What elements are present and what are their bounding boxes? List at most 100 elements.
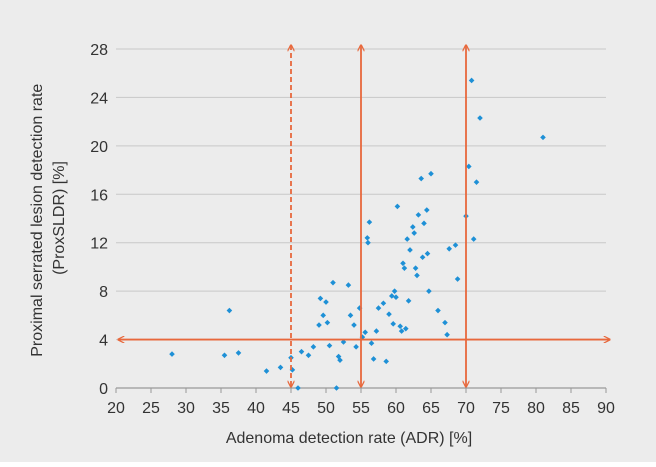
data-point-59 [419,254,426,261]
data-point-77 [540,134,546,141]
y-tick-label-16: 16 [90,187,108,204]
data-point-39 [386,311,392,317]
data-point-52 [407,247,413,253]
x-tick-label-90: 90 [597,400,615,417]
data-point-43 [393,294,399,300]
data-point-60 [421,220,427,227]
x-tick-labels: 20 25 30 35 40 45 50 55 60 65 70 75 80 85 90 [107,400,615,417]
reference-lines [118,45,610,387]
data-point-40 [389,293,395,299]
y-axis-label-line-1: Proximal serrated lesion detection rate [29,84,46,357]
data-point-10 [305,352,312,359]
data-point-41 [390,321,396,327]
data-points [169,77,546,391]
x-tick-label-40: 40 [247,400,265,417]
data-point-42 [391,288,398,294]
y-axis-label: Proximal serrated lesion detection rate … [29,79,68,356]
data-point-68 [446,245,452,252]
data-point-14 [320,312,326,319]
data-point-24 [347,312,354,319]
x-tick-label-80: 80 [527,400,545,417]
data-point-21 [337,357,343,363]
y-tick-labels: 0 4 8 12 16 20 24 28 [90,42,108,398]
y-tick-label-20: 20 [90,139,108,156]
data-point-53 [410,224,416,230]
data-point-56 [414,272,420,279]
data-point-61 [424,207,430,213]
data-point-16 [324,319,331,326]
data-point-13 [317,295,324,302]
data-point-4 [263,368,270,374]
data-point-30 [364,235,371,241]
data-point-8 [295,385,301,391]
x-tick-label-25: 25 [142,400,160,417]
data-point-0 [169,351,175,357]
data-point-2 [226,307,233,314]
data-point-64 [428,170,434,177]
data-point-74 [470,236,477,242]
data-point-55 [412,265,419,271]
data-point-36 [375,305,382,311]
y-axis-label-line-2: (ProxSLDR) [%] [51,161,68,275]
data-point-58 [418,175,424,182]
x-tick-label-70: 70 [457,400,475,417]
data-point-17 [326,342,333,349]
x-tick-label-30: 30 [177,400,195,417]
data-point-31 [365,239,371,246]
x-tick-label-45: 45 [282,400,300,417]
data-point-65 [435,307,441,314]
axes [115,387,607,393]
data-point-47 [400,260,406,267]
x-tick-label-20: 20 [107,400,125,417]
data-point-73 [468,77,475,84]
data-point-48 [401,265,408,271]
data-point-37 [380,300,387,307]
data-point-69 [452,242,459,248]
data-point-18 [330,279,336,286]
data-point-51 [405,298,412,304]
data-point-25 [351,322,357,328]
data-point-49 [403,325,409,332]
data-point-45 [397,323,403,330]
y-tick-label-8: 8 [99,284,108,301]
y-tick-label-4: 4 [99,333,108,350]
data-point-3 [235,350,242,356]
x-tick-label-60: 60 [387,400,405,417]
data-point-19 [333,385,340,391]
data-point-75 [473,179,480,185]
y-tick-label-0: 0 [99,381,108,398]
y-tick-label-12: 12 [90,236,108,253]
data-point-33 [368,340,375,347]
data-point-66 [442,319,448,326]
data-point-63 [426,288,432,294]
y-tick-label-28: 28 [90,42,108,59]
data-point-76 [477,115,483,121]
data-point-62 [424,250,431,257]
data-point-12 [316,322,322,328]
data-point-20 [335,353,342,360]
x-tick-label-65: 65 [422,400,440,417]
data-point-23 [345,282,352,288]
data-point-38 [383,358,389,365]
data-point-50 [404,236,410,242]
x-tick-label-50: 50 [317,400,335,417]
data-point-57 [415,212,422,218]
data-point-29 [362,329,368,336]
data-point-70 [454,276,461,282]
data-point-54 [411,230,417,236]
y-tick-label-24: 24 [90,90,108,107]
data-point-35 [373,328,380,334]
x-tick-label-85: 85 [562,400,580,417]
x-tick-label-75: 75 [492,400,510,417]
x-axis-label: Adenoma detection rate (ADR) [%] [226,430,472,447]
data-point-26 [353,344,359,350]
data-point-15 [323,299,329,305]
data-point-44 [394,203,401,210]
data-point-9 [298,348,305,355]
data-point-32 [366,219,373,225]
data-point-1 [221,352,228,359]
data-point-11 [310,344,317,350]
